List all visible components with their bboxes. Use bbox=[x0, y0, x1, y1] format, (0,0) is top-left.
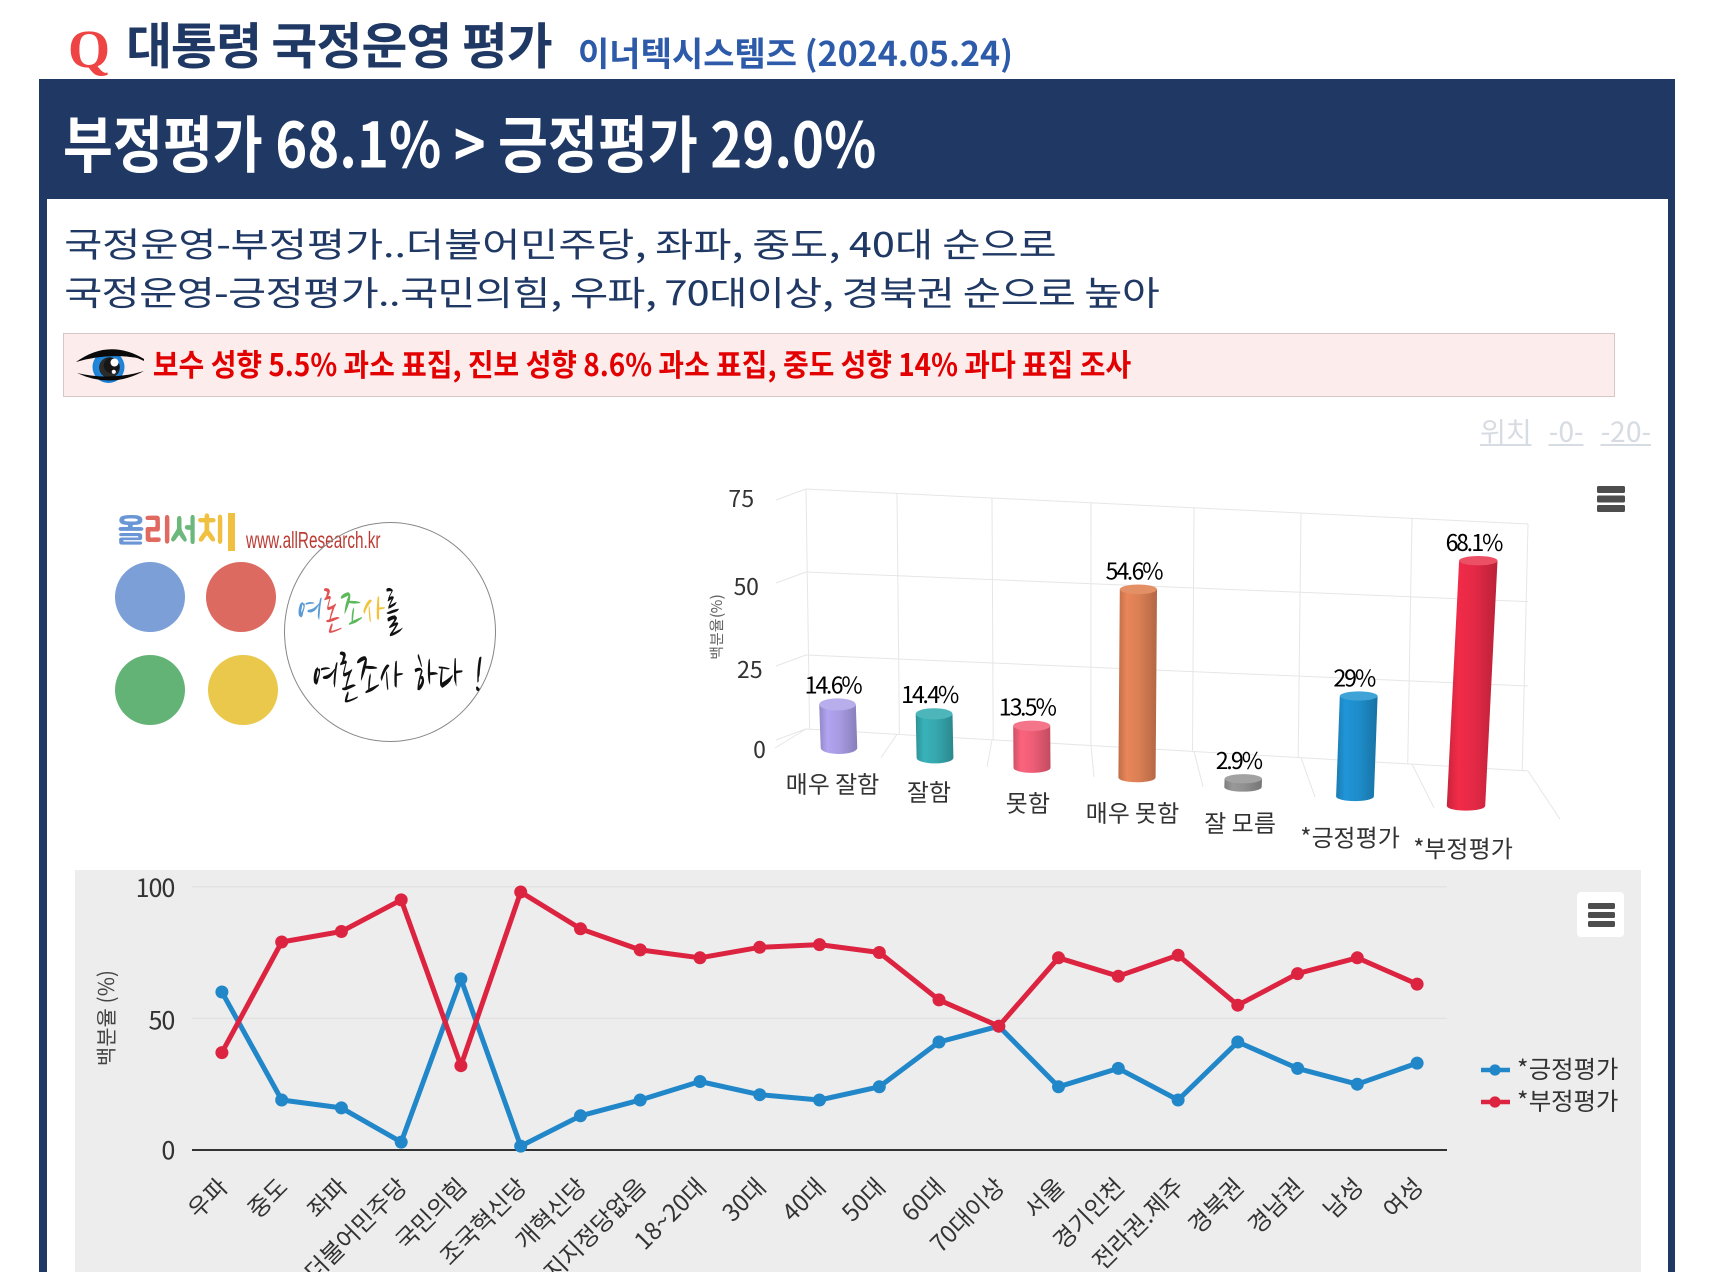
svg-text:매우 잘함: 매우 잘함 bbox=[786, 765, 880, 800]
svg-text:14.4%: 14.4% bbox=[901, 676, 960, 710]
svg-text:0: 0 bbox=[162, 1132, 175, 1168]
svg-text:100: 100 bbox=[136, 870, 175, 905]
svg-text:*긍정평가: *긍정평가 bbox=[1300, 819, 1400, 854]
svg-text:매우 못함: 매우 못함 bbox=[1086, 794, 1180, 829]
svg-text:68.1%: 68.1% bbox=[1445, 524, 1504, 558]
svg-text:*부정평가: *부정평가 bbox=[1413, 830, 1513, 863]
svg-text:14.6%: 14.6% bbox=[805, 666, 864, 700]
svg-text:백분율(%): 백분율(%) bbox=[706, 594, 727, 659]
svg-text:50: 50 bbox=[733, 568, 759, 602]
svg-text:25: 25 bbox=[737, 651, 763, 685]
svg-text:못함: 못함 bbox=[1006, 784, 1050, 819]
svg-text:0: 0 bbox=[753, 731, 766, 765]
svg-text:잘함: 잘함 bbox=[907, 773, 951, 808]
svg-text:2.9%: 2.9% bbox=[1216, 742, 1264, 776]
svg-text:백분율 (%): 백분율 (%) bbox=[91, 970, 121, 1066]
svg-text:29%: 29% bbox=[1333, 659, 1377, 693]
svg-text:잘 모름: 잘 모름 bbox=[1204, 804, 1276, 839]
svg-text:75: 75 bbox=[728, 480, 754, 514]
svg-text:50: 50 bbox=[149, 1002, 175, 1038]
svg-text:54.6%: 54.6% bbox=[1105, 553, 1164, 587]
svg-text:*부정평가: *부정평가 bbox=[1517, 1083, 1619, 1118]
svg-text:*긍정평가: *긍정평가 bbox=[1517, 1051, 1619, 1086]
svg-text:13.5%: 13.5% bbox=[999, 689, 1058, 723]
